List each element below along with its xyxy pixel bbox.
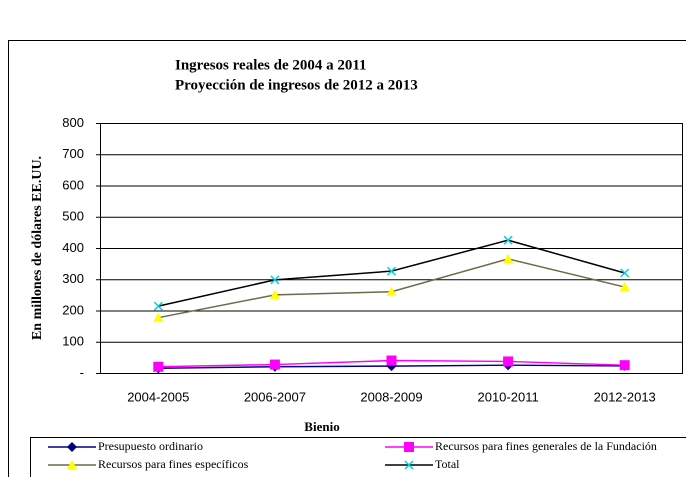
marker [67, 442, 77, 452]
marker [153, 312, 164, 322]
marker [503, 356, 514, 367]
y-tick-label: 600 [62, 177, 84, 192]
legend-label: Total [435, 457, 460, 471]
y-tick-label: 700 [62, 146, 84, 161]
y-tick-label: 100 [62, 334, 84, 349]
marker [269, 289, 280, 299]
x-tick-label: 2004-2005 [127, 389, 189, 404]
x-tick-label: 2006-2007 [244, 389, 306, 404]
y-tick-label: - [80, 365, 84, 380]
marker [619, 360, 630, 371]
y-tick-label: 800 [62, 115, 84, 130]
marker [503, 253, 514, 263]
y-tick-label: 300 [62, 271, 84, 286]
marker [270, 275, 280, 285]
chart-title: Ingresos reales de 2004 a 2011 [175, 57, 367, 73]
marker [619, 282, 630, 292]
marker [503, 235, 513, 245]
marker [386, 266, 397, 276]
marker [404, 442, 414, 452]
legend-label: Presupuesto ordinario [98, 439, 203, 453]
x-axis-label: Bienio [304, 419, 339, 434]
y-axis-label: En millones de dólares EE.UU. [30, 156, 45, 340]
marker [386, 355, 397, 366]
marker [404, 460, 414, 470]
legend-label: Recursos para fines generales de la Fund… [435, 439, 657, 453]
y-tick-label: 400 [62, 240, 84, 255]
marker [620, 268, 630, 278]
legend-label: Recursos para fines específicos [98, 457, 249, 471]
legend [30, 437, 686, 477]
y-tick-label: 500 [62, 209, 84, 224]
y-tick-label: 200 [62, 302, 84, 317]
marker [153, 361, 164, 372]
marker [153, 301, 163, 311]
marker [386, 286, 397, 296]
x-tick-label: 2010-2011 [477, 389, 538, 404]
marker [269, 359, 280, 370]
marker [67, 460, 77, 469]
x-tick-label: 2008-2009 [360, 389, 422, 404]
chart-subtitle: Proyección de ingresos de 2012 a 2013 [175, 77, 418, 93]
x-tick-label: 2012-2013 [594, 389, 656, 404]
